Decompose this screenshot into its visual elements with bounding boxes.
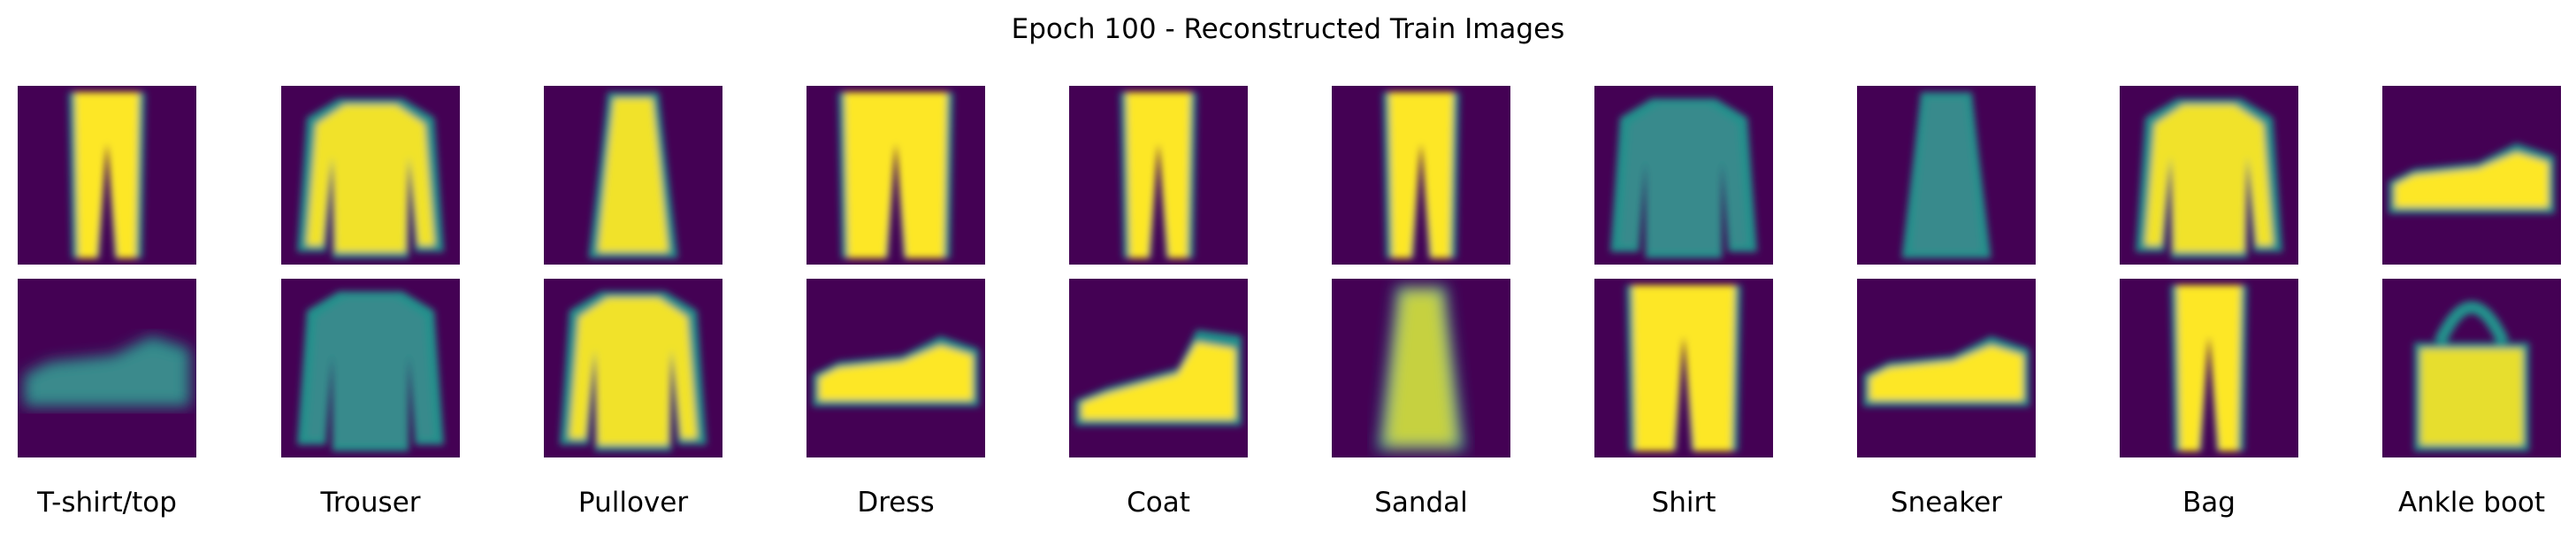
reconstructed-image-tile	[281, 86, 460, 265]
class-label: Ankle boot	[2397, 487, 2546, 519]
reconstructed-image-tile	[1857, 279, 2036, 457]
class-label: T-shirt/top	[37, 487, 177, 519]
reconstructed-image-tile	[281, 279, 460, 457]
class-label: Bag	[2182, 487, 2236, 519]
reconstructed-image-tile	[806, 86, 985, 265]
class-label: Coat	[1127, 487, 1190, 519]
reconstructed-image-tile	[1332, 279, 1510, 457]
class-label: Trouser	[320, 487, 421, 519]
reconstructed-image-tile	[1594, 86, 1773, 265]
reconstructed-image-tile	[2120, 279, 2298, 457]
reconstructed-image-tile	[18, 279, 196, 457]
reconstructed-image-tile	[2382, 86, 2561, 265]
reconstructed-image-tile	[1594, 279, 1773, 457]
reconstructed-image-tile	[2120, 86, 2298, 265]
class-label: Sneaker	[1890, 487, 2003, 519]
figure-title: Epoch 100 - Reconstructed Train Images	[1011, 13, 1565, 45]
reconstructed-image-tile	[806, 279, 985, 457]
reconstructed-image-tile	[1857, 86, 2036, 265]
class-label: Pullover	[577, 487, 689, 519]
class-label: Sandal	[1374, 487, 1468, 519]
class-label: Shirt	[1651, 487, 1716, 519]
reconstructed-image-tile	[544, 86, 722, 265]
reconstructed-image-tile	[1332, 86, 1510, 265]
reconstructed-image-tile	[2382, 279, 2561, 457]
reconstructed-image-tile	[544, 279, 722, 457]
reconstructed-image-tile	[18, 86, 196, 265]
class-label: Dress	[857, 487, 935, 519]
reconstructed-image-tile	[1069, 86, 1248, 265]
reconstructed-image-tile	[1069, 279, 1248, 457]
